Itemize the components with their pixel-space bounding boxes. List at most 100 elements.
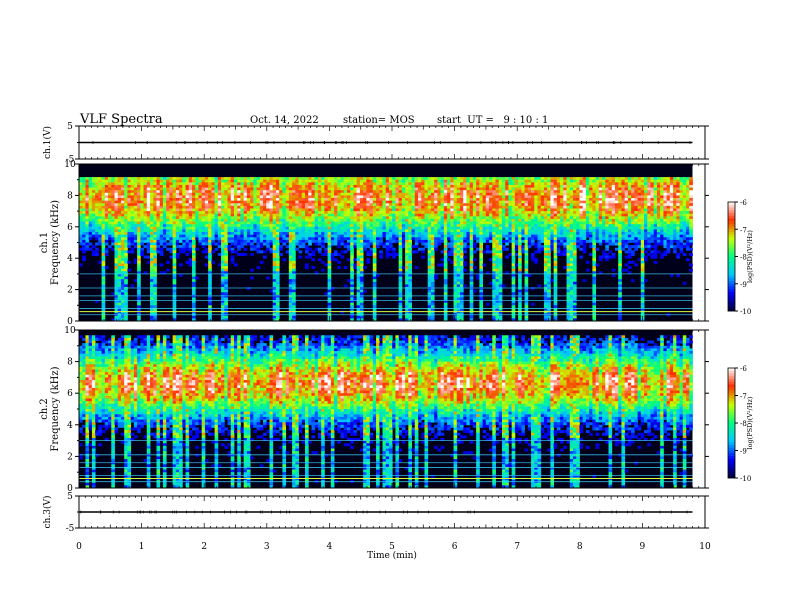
spectrogram-cell [376, 198, 380, 202]
spectrogram-cell [195, 226, 199, 230]
spectrogram-cell [179, 224, 183, 228]
spectrogram-cell [98, 205, 102, 209]
spectrogram-cell [424, 229, 429, 233]
spectrogram-cell [117, 179, 122, 183]
spectrogram-cell [495, 292, 500, 296]
spectrogram-cell [266, 208, 270, 212]
spectrogram-cell [250, 192, 254, 196]
spectrogram-cell [272, 294, 277, 298]
spectrogram-cell [221, 300, 225, 304]
spectrogram-cell [511, 203, 516, 207]
spectrogram-cell [288, 268, 293, 272]
spectrogram-cell [359, 211, 364, 215]
spectrogram-cell [246, 237, 251, 241]
spectrogram-cell [159, 239, 164, 243]
spectrogram-cell [469, 281, 474, 285]
spectrogram-cell [327, 300, 332, 304]
spectrogram-cell [350, 297, 354, 301]
spectrogram-cell [201, 250, 206, 254]
spectrogram-cell [279, 237, 283, 241]
spectrogram-cell [162, 187, 167, 191]
spectrogram-cell [514, 203, 519, 207]
spectrogram-cell [217, 177, 222, 181]
spectrogram-cell [195, 208, 199, 212]
spectrogram-cell [137, 284, 141, 288]
spectrogram-cell [195, 224, 199, 228]
spectrogram-cell [508, 182, 513, 186]
spectrogram-cell [501, 224, 506, 228]
spectrogram-cell [240, 198, 245, 202]
spectrogram-cell [427, 242, 432, 246]
spectrogram-cell [272, 226, 277, 230]
spectrogram-cell [453, 187, 458, 191]
spectrogram-cell [434, 211, 438, 215]
spectrogram-cell [295, 192, 299, 196]
spectrogram-cell [295, 195, 299, 199]
spectrogram-cell [401, 242, 406, 246]
spectrogram-cell [427, 224, 432, 228]
spectrogram-cell [169, 239, 174, 243]
spectrogram-cell [324, 232, 329, 236]
spectrogram-cell [330, 255, 335, 259]
spectrogram-cell [314, 242, 319, 246]
spectrogram-cell [317, 218, 322, 222]
spectrogram-cell [460, 221, 464, 225]
spectrogram-cell [369, 229, 374, 233]
spectrogram-cell [382, 245, 387, 249]
spectrogram-cell [172, 205, 177, 209]
spectrogram-cell [292, 234, 296, 238]
spectrogram-cell [101, 226, 106, 230]
spectrogram-cell [437, 184, 442, 188]
spectrogram-cell [405, 190, 409, 194]
spectrogram-cell [356, 211, 361, 215]
spectrogram-cell [282, 195, 287, 199]
spectrogram-cell [469, 292, 474, 296]
spectrogram-cell [430, 284, 435, 288]
spectrogram-cell [285, 198, 290, 202]
spectrogram-cell [311, 266, 316, 270]
spectrogram-cell [137, 276, 141, 280]
spectrogram-cell [230, 250, 235, 254]
spectrogram-cell [398, 177, 403, 181]
spectrogram-cell [353, 263, 358, 267]
spectrogram-cell [301, 229, 306, 233]
spectrogram-cell [224, 232, 228, 236]
spectrogram-cell [388, 224, 393, 228]
spectrogram-cell [259, 260, 264, 264]
spectrogram-cell [340, 205, 345, 209]
spectrogram-cell [327, 286, 332, 290]
spectrogram-cell [456, 307, 461, 311]
spectrogram-cell [117, 216, 122, 220]
spectrogram-cell [501, 234, 506, 238]
chart-title: VLF Spectra [80, 112, 163, 127]
spectrogram-cell [127, 245, 132, 249]
spectrogram-cell [511, 234, 516, 238]
spectrogram-cell [250, 252, 254, 256]
spectrogram-cell [453, 258, 458, 262]
spectrogram-cell [453, 200, 458, 204]
spectrogram-cell [343, 229, 348, 233]
spectrogram-cell [233, 216, 238, 220]
spectrogram-cell [140, 229, 144, 233]
spectrogram-cell [253, 182, 257, 186]
spectrogram-cell [321, 216, 325, 220]
spectrogram-cell [201, 242, 206, 246]
spectrogram-cell [169, 229, 174, 233]
spectrogram-cell [434, 218, 438, 222]
spectrogram-cell [230, 232, 235, 236]
spectrogram-cell [150, 279, 154, 283]
spectrogram-cell [130, 242, 135, 246]
spectrogram-cell [498, 318, 503, 322]
spectrogram-cell [227, 190, 232, 194]
spectrogram-cell [489, 239, 493, 243]
spectrogram-cell [269, 247, 274, 251]
spectrogram-cell [275, 218, 280, 222]
spectrogram-cell [217, 190, 222, 194]
spectrogram-cell [101, 266, 106, 270]
spectrogram-cell [405, 302, 409, 306]
spectrogram-cell [379, 192, 383, 196]
spectrogram-cell [230, 247, 235, 251]
spectrogram-cell [418, 205, 422, 209]
spectrogram-cell [418, 190, 422, 194]
spectrogram-cell [353, 203, 358, 207]
